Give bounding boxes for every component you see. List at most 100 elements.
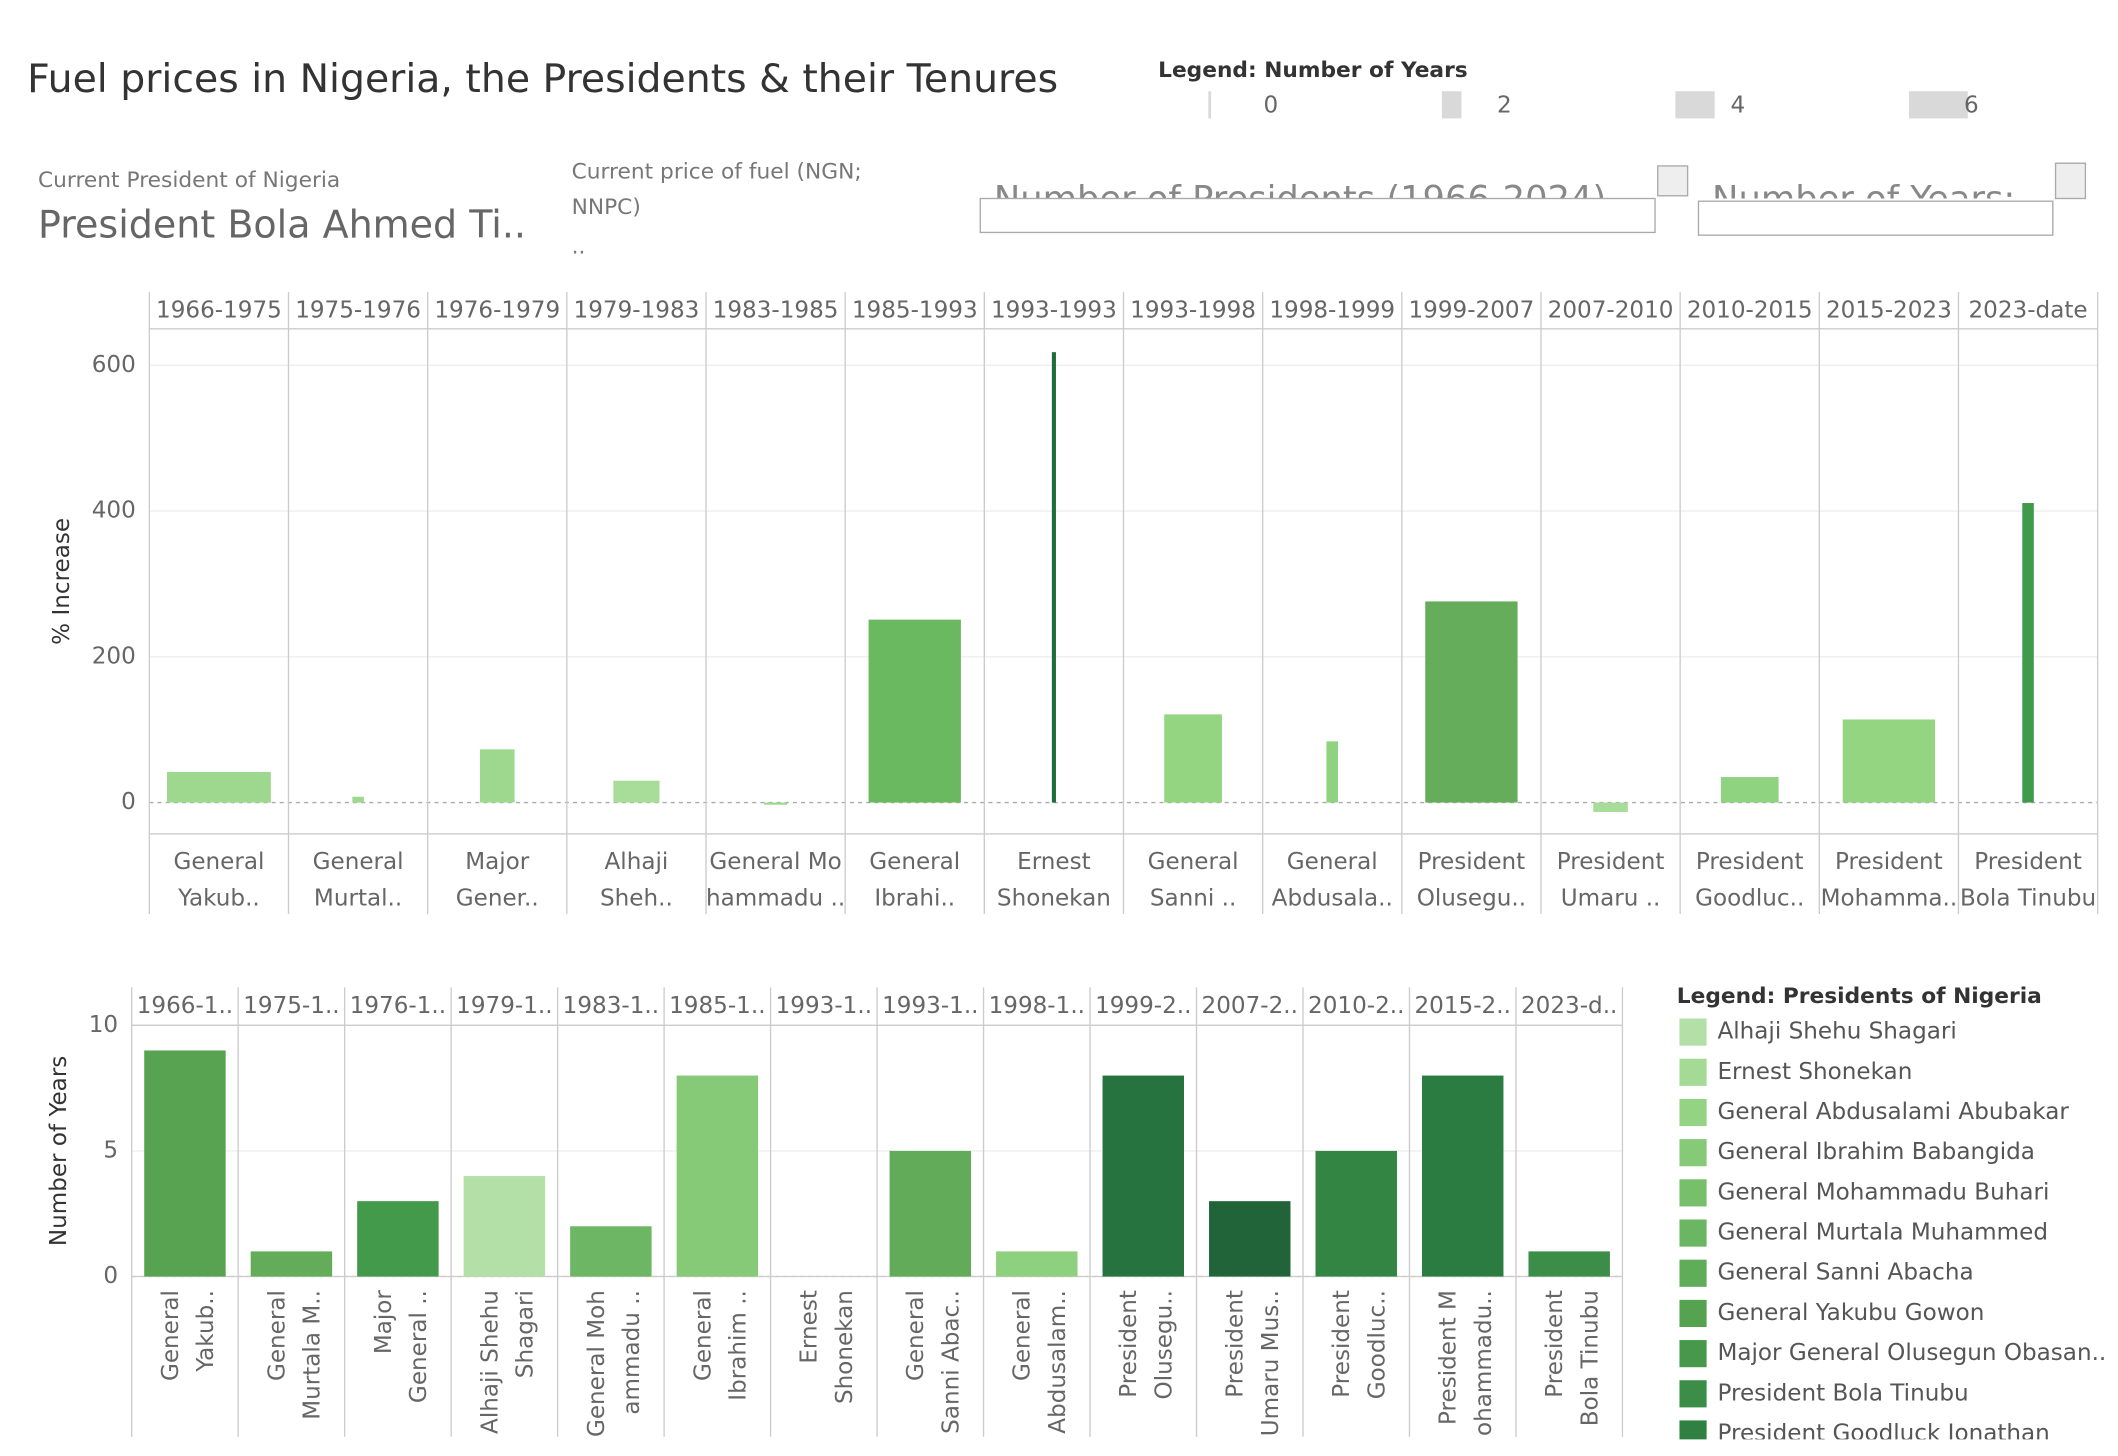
x-tick-label: Shonekan: [832, 1290, 858, 1404]
color-legend-title: Legend: Presidents of Nigeria: [1677, 984, 2042, 1009]
bar: [1421, 1075, 1504, 1277]
column-header: 1993-1..: [882, 993, 978, 1019]
legend-swatch: [1679, 1259, 1707, 1287]
column-header: 2007-2010: [1548, 298, 1674, 324]
x-tick-label: Ernest: [797, 1290, 823, 1364]
column-header: 2023-date: [1968, 298, 2087, 324]
x-tick-label: General: [690, 1290, 716, 1381]
x-tick-label: General: [869, 849, 960, 875]
legend-label: General Murtala Muhammed: [1717, 1220, 2048, 1246]
column-header: 1966-1..: [137, 993, 233, 1019]
y-tick-label: 200: [92, 643, 136, 669]
x-tick-label: President: [1542, 1290, 1568, 1398]
filter-toggle[interactable]: [2054, 162, 2087, 200]
column-header: 1979-1983: [574, 298, 700, 324]
size-label: 2: [1497, 93, 1512, 119]
column-header: 1985-1..: [669, 993, 765, 1019]
x-tick-label: Alhaji: [605, 849, 669, 875]
x-tick-label: President: [1329, 1290, 1355, 1398]
column-header: 2010-2015: [1687, 298, 1813, 324]
legend-swatch: [1679, 1380, 1707, 1408]
legend-swatch: [1679, 1340, 1707, 1368]
x-tick-label: Umaru Mus..: [1258, 1290, 1284, 1436]
bar: [479, 749, 515, 803]
column-header: 2023-d..: [1521, 993, 1617, 1019]
x-tick-label: Abdusalam..: [1045, 1290, 1071, 1434]
bar: [1425, 601, 1518, 803]
x-tick-label: General ..: [406, 1290, 432, 1403]
x-tick-label: Olusegu..: [1417, 886, 1526, 912]
current-president-value[interactable]: President Bola Ahmed Ti..: [38, 203, 526, 247]
filter-title: Number of Presidents (1966-2024): [994, 179, 1606, 220]
y-tick-label: 0: [103, 1263, 118, 1289]
column-header: 2007-2..: [1202, 993, 1298, 1019]
x-tick-label: President: [1116, 1290, 1142, 1398]
column-header: 1998-1999: [1269, 298, 1395, 324]
x-tick-label: hammadu ..: [706, 886, 845, 912]
x-tick-label: General: [173, 849, 264, 875]
legend-swatch: [1679, 1179, 1707, 1207]
size-label: 6: [1964, 93, 1979, 119]
column-header: 1976-1979: [434, 298, 560, 324]
x-tick-label: General Mo: [709, 849, 841, 875]
column-header: 1993-1993: [991, 298, 1117, 324]
bar: [1315, 1150, 1397, 1277]
bar: [1593, 802, 1628, 813]
legend-label: General Sanni Abacha: [1717, 1260, 1973, 1286]
bar: [463, 1176, 546, 1277]
x-tick-label: General: [158, 1290, 184, 1381]
y-tick-label: 5: [103, 1137, 118, 1163]
filter-box[interactable]: [979, 197, 1656, 234]
column-header: 2010-2..: [1308, 993, 1404, 1019]
x-tick-label: General: [313, 849, 404, 875]
x-tick-label: General: [264, 1290, 290, 1381]
legend-label: President Bola Tinubu: [1717, 1380, 1968, 1406]
x-tick-label: Abdusala..: [1272, 886, 1393, 912]
x-tick-label: President M: [1436, 1290, 1462, 1425]
x-tick-label: Ibrahi..: [874, 886, 955, 912]
y-tick-label: 400: [92, 498, 136, 524]
size-swatch: [1908, 91, 1968, 119]
x-tick-label: Umaru ..: [1561, 886, 1661, 912]
filter-box[interactable]: [1697, 200, 2054, 236]
column-header: 1993-1..: [776, 993, 872, 1019]
x-tick-label: General Moh: [584, 1290, 610, 1437]
legend-label: Ernest Shonekan: [1717, 1059, 1912, 1085]
x-tick-label: President: [1223, 1290, 1249, 1398]
bar: [613, 780, 660, 803]
size-label: 0: [1263, 93, 1278, 119]
size-label: 4: [1731, 93, 1746, 119]
current-president-label: Current President of Nigeria: [38, 168, 340, 193]
legend-label: President Goodluck Jonathan: [1717, 1421, 2049, 1447]
column-header: 1998-1..: [989, 993, 1085, 1019]
x-tick-label: Yakub..: [193, 1290, 219, 1373]
column-header: 1976-1..: [350, 993, 446, 1019]
size-swatch: [1208, 91, 1212, 119]
x-tick-label: Gener..: [456, 886, 539, 912]
filter-toggle[interactable]: [1657, 165, 1689, 197]
x-tick-label: Ernest: [1017, 849, 1091, 875]
column-header: 1985-1993: [852, 298, 978, 324]
bar: [996, 1251, 1078, 1277]
bar: [1326, 741, 1339, 803]
bar: [352, 796, 364, 803]
x-tick-label: President: [1557, 849, 1665, 875]
y-axis-title: % Increase: [49, 518, 75, 645]
x-tick-label: General: [1287, 849, 1378, 875]
x-tick-label: ohammadu..: [1471, 1290, 1497, 1436]
filter-title: Number of Years:: [1712, 179, 2015, 220]
x-tick-label: General: [1010, 1290, 1036, 1381]
x-tick-label: Sanni Abac..: [939, 1290, 965, 1434]
column-header: 2015-2..: [1415, 993, 1511, 1019]
legend-swatch: [1679, 1018, 1707, 1046]
bar: [1209, 1201, 1291, 1277]
legend-swatch: [1679, 1299, 1707, 1328]
x-tick-label: Murtala M..: [300, 1290, 326, 1420]
column-header: 1983-1985: [713, 298, 839, 324]
column-header: 1975-1976: [295, 298, 421, 324]
bar: [570, 1226, 652, 1277]
bar: [1842, 719, 1936, 803]
current-price-value: ..: [572, 234, 586, 259]
